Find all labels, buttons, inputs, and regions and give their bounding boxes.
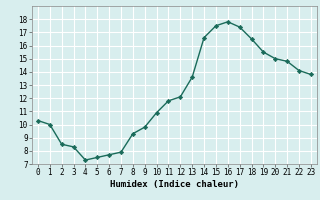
X-axis label: Humidex (Indice chaleur): Humidex (Indice chaleur) <box>110 180 239 189</box>
